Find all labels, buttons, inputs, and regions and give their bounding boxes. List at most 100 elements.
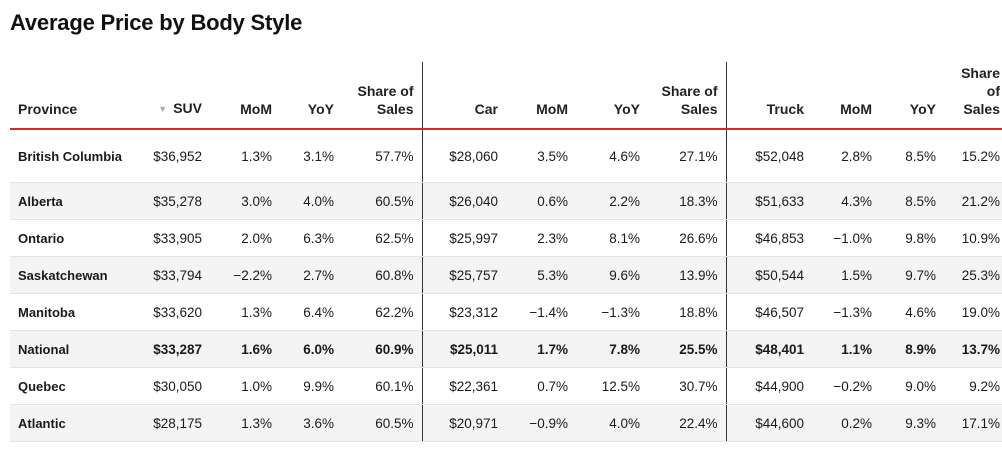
cell-suv: $33,620 bbox=[130, 293, 210, 331]
cell-car-yoy: 12.5% bbox=[576, 367, 648, 405]
cell-truck-share: 10.9% bbox=[944, 219, 1002, 257]
cell-truck-mom: 0.2% bbox=[812, 404, 880, 442]
cell-truck-share: 17.1% bbox=[944, 404, 1002, 442]
cell-suv-mom: 1.0% bbox=[210, 367, 280, 405]
cell-car: $28,060 bbox=[422, 129, 506, 183]
cell-suv-share: 60.5% bbox=[342, 404, 423, 442]
col-header-truck-share[interactable]: Share of Sales bbox=[961, 65, 1000, 117]
cell-suv: $33,287 bbox=[130, 330, 210, 368]
cell-truck-share: 13.7% bbox=[944, 330, 1002, 368]
cell-car-mom: 5.3% bbox=[506, 256, 576, 294]
table-row: Ontario $33,905 2.0% 6.3% 62.5% $25,997 2.3% 8.… bbox=[10, 219, 1002, 257]
cell-truck-yoy: 9.0% bbox=[880, 367, 944, 405]
col-header-suv-share[interactable]: Share of Sales bbox=[342, 62, 423, 129]
cell-truck-yoy: 9.3% bbox=[880, 404, 944, 442]
cell-truck-mom: −1.0% bbox=[812, 219, 880, 257]
cell-suv-yoy: 9.9% bbox=[280, 367, 342, 405]
col-header-province[interactable]: Province bbox=[18, 101, 78, 117]
cell-province: Quebec bbox=[10, 367, 130, 405]
header-row: Province ▼ SUV MoM YoY Share of Sales Car… bbox=[10, 62, 1002, 129]
cell-car-share: 18.3% bbox=[648, 182, 727, 220]
table-body: British Columbia $36,952 1.3% 3.1% 57.7% $28,… bbox=[10, 129, 1002, 442]
cell-province: Alberta bbox=[10, 182, 130, 220]
table-row: Quebec $30,050 1.0% 9.9% 60.1% $22,361 0.7% 12.… bbox=[10, 367, 1002, 405]
cell-suv-share: 62.5% bbox=[342, 219, 423, 257]
cell-suv: $30,050 bbox=[130, 367, 210, 405]
cell-truck: $44,600 bbox=[726, 404, 812, 442]
col-header-truck-mom[interactable]: MoM bbox=[840, 101, 872, 117]
col-header-car[interactable]: Car bbox=[474, 101, 498, 117]
col-header-truck[interactable]: Truck bbox=[766, 101, 804, 117]
col-header-car-share[interactable]: Share of Sales bbox=[648, 62, 727, 129]
cell-suv-mom: 1.3% bbox=[210, 404, 280, 442]
cell-truck-mom: −1.3% bbox=[812, 293, 880, 331]
cell-truck-share: 9.2% bbox=[944, 367, 1002, 405]
cell-truck: $50,544 bbox=[726, 256, 812, 294]
cell-truck-mom: 2.8% bbox=[812, 129, 880, 183]
chart-title: Average Price by Body Style bbox=[10, 10, 303, 35]
cell-suv-share: 60.1% bbox=[342, 367, 423, 405]
cell-province: Saskatchewan bbox=[10, 256, 130, 294]
col-header-suv[interactable]: ▼ SUV bbox=[158, 100, 202, 116]
cell-truck: $51,633 bbox=[726, 182, 812, 220]
cell-province: Ontario bbox=[10, 219, 130, 257]
cell-suv-mom: 1.3% bbox=[210, 129, 280, 183]
cell-suv-yoy: 6.3% bbox=[280, 219, 342, 257]
table-row: Atlantic $28,175 1.3% 3.6% 60.5% $20,971 −0.9%… bbox=[10, 404, 1002, 442]
cell-car-yoy: 4.6% bbox=[576, 129, 648, 183]
cell-car-mom: 0.7% bbox=[506, 367, 576, 405]
cell-suv-mom: 1.3% bbox=[210, 293, 280, 331]
cell-truck-share: 21.2% bbox=[944, 182, 1002, 220]
cell-suv-yoy: 4.0% bbox=[280, 182, 342, 220]
cell-car-mom: −1.4% bbox=[506, 293, 576, 331]
cell-suv: $33,794 bbox=[130, 256, 210, 294]
cell-suv-yoy: 2.7% bbox=[280, 256, 342, 294]
cell-truck-share: 25.3% bbox=[944, 256, 1002, 294]
cell-car-share: 13.9% bbox=[648, 256, 727, 294]
col-header-suv-mom[interactable]: MoM bbox=[240, 101, 272, 117]
cell-truck: $46,507 bbox=[726, 293, 812, 331]
col-header-car-mom[interactable]: MoM bbox=[536, 101, 568, 117]
col-header-suv-yoy[interactable]: YoY bbox=[307, 101, 334, 117]
cell-truck-share: 15.2% bbox=[944, 129, 1002, 183]
cell-province: Atlantic bbox=[10, 404, 130, 442]
cell-truck-yoy: 9.7% bbox=[880, 256, 944, 294]
cell-car: $20,971 bbox=[422, 404, 506, 442]
cell-car: $23,312 bbox=[422, 293, 506, 331]
cell-suv-mom: 1.6% bbox=[210, 330, 280, 368]
cell-suv-share: 57.7% bbox=[342, 129, 423, 183]
sort-descending-icon[interactable]: ▼ bbox=[158, 104, 168, 114]
cell-suv-share: 62.2% bbox=[342, 293, 423, 331]
cell-truck-yoy: 8.9% bbox=[880, 330, 944, 368]
cell-suv-mom: 2.0% bbox=[210, 219, 280, 257]
cell-truck-mom: 4.3% bbox=[812, 182, 880, 220]
cell-suv-share: 60.8% bbox=[342, 256, 423, 294]
cell-suv: $28,175 bbox=[130, 404, 210, 442]
col-header-car-yoy[interactable]: YoY bbox=[613, 101, 640, 117]
cell-suv: $35,278 bbox=[130, 182, 210, 220]
cell-car-yoy: 9.6% bbox=[576, 256, 648, 294]
cell-car: $26,040 bbox=[422, 182, 506, 220]
cell-truck-yoy: 4.6% bbox=[880, 293, 944, 331]
cell-car: $25,997 bbox=[422, 219, 506, 257]
cell-suv-yoy: 6.0% bbox=[280, 330, 342, 368]
cell-truck-yoy: 8.5% bbox=[880, 182, 944, 220]
cell-province: British Columbia bbox=[10, 129, 130, 183]
cell-car-share: 30.7% bbox=[648, 367, 727, 405]
cell-car-mom: −0.9% bbox=[506, 404, 576, 442]
col-header-truck-yoy[interactable]: YoY bbox=[909, 101, 936, 117]
cell-suv-mom: 3.0% bbox=[210, 182, 280, 220]
cell-suv-mom: −2.2% bbox=[210, 256, 280, 294]
cell-car-mom: 0.6% bbox=[506, 182, 576, 220]
table-row: Saskatchewan $33,794 −2.2% 2.7% 60.8% $25,757… bbox=[10, 256, 1002, 294]
cell-car-share: 27.1% bbox=[648, 129, 727, 183]
cell-truck-mom: 1.5% bbox=[812, 256, 880, 294]
cell-truck-yoy: 9.8% bbox=[880, 219, 944, 257]
cell-car: $25,011 bbox=[422, 330, 506, 368]
cell-suv: $36,952 bbox=[130, 129, 210, 183]
cell-car-yoy: −1.3% bbox=[576, 293, 648, 331]
cell-truck: $48,401 bbox=[726, 330, 812, 368]
cell-truck: $46,853 bbox=[726, 219, 812, 257]
table-row: British Columbia $36,952 1.3% 3.1% 57.7% $28,… bbox=[10, 129, 1002, 183]
cell-suv-yoy: 3.1% bbox=[280, 129, 342, 183]
